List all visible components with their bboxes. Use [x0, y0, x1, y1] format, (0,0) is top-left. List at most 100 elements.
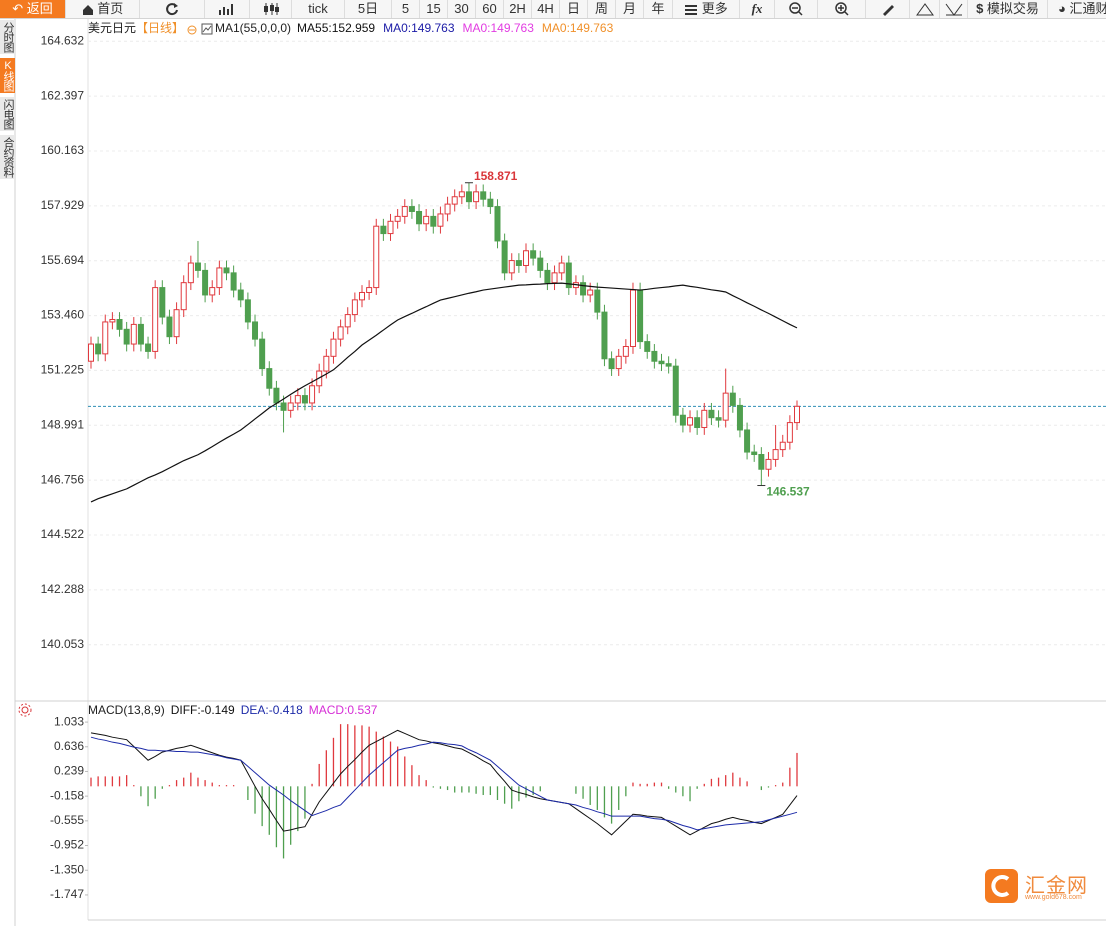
period-button[interactable]: 30 [448, 0, 476, 18]
candle-body [423, 215, 430, 225]
candle-button[interactable] [250, 0, 292, 18]
high-label: 158.871 [474, 169, 518, 183]
period-button[interactable]: tick [292, 0, 345, 18]
home-label: 首页 [97, 1, 124, 16]
candle-body [558, 262, 565, 274]
candle-body [473, 191, 480, 203]
candle-body [387, 220, 394, 235]
period-button[interactable]: 15 [420, 0, 448, 18]
sidebar-tab[interactable]: K线图 [0, 58, 15, 93]
candle-body [309, 385, 316, 404]
candle-body [137, 323, 144, 345]
watermark: 汇金网 www.gold678.com [985, 869, 1100, 905]
period-button[interactable]: 日 [560, 0, 588, 18]
candle-body [173, 309, 180, 338]
y-tick-label: 164.632 [41, 33, 85, 47]
candle-body [601, 311, 608, 360]
y-tick-label: 153.460 [41, 308, 85, 322]
period-button[interactable]: 年 [644, 0, 673, 18]
candle-body [287, 402, 294, 411]
candle-body [637, 289, 644, 343]
zoom-out-button[interactable] [775, 0, 818, 18]
period-button[interactable]: 60 [476, 0, 504, 18]
candle-body [501, 240, 508, 274]
y-tick-label: -1.747 [50, 887, 84, 901]
candle-body [772, 449, 779, 460]
candle-body [729, 392, 736, 406]
period-button[interactable]: 周 [588, 0, 616, 18]
period-button[interactable]: 月 [616, 0, 644, 18]
toolbar: ↶ 返回 首页 tick 5日 5 15 30 60 2H 4H 日周月年 更多 fx $ 模拟… [0, 0, 1106, 19]
back-button[interactable]: ↶ 返回 [0, 0, 66, 18]
candle-body [715, 417, 722, 421]
y-tick-label: 140.053 [41, 637, 85, 651]
candle-body [608, 358, 615, 370]
candle-body [294, 395, 301, 404]
legend-entry: MA55:152.959 [297, 21, 375, 35]
candle-body [109, 318, 116, 323]
watermark-logo [985, 869, 1018, 903]
settings-icon[interactable] [18, 703, 32, 717]
macd-line [90, 736, 798, 831]
sidebar-tab[interactable]: 闪电图 [0, 97, 15, 131]
candle-body [779, 441, 786, 451]
candle-body [694, 417, 701, 429]
candle-body [358, 291, 365, 301]
ma-line [90, 282, 798, 503]
draw-button[interactable] [866, 0, 910, 18]
indicator-icon[interactable] [201, 23, 213, 35]
candle-body [337, 326, 344, 340]
candle-body [401, 206, 408, 217]
back-label: 返回 [26, 1, 53, 16]
refresh-button[interactable] [140, 0, 205, 18]
candle-body [430, 215, 437, 227]
candle-body [152, 287, 159, 352]
candle-body [194, 262, 201, 271]
plot: 164.632 162.397 160.163 157.929 155.694 153.4… [41, 21, 1106, 901]
triangle-down-button[interactable] [940, 0, 968, 18]
y-tick-label: -0.952 [50, 838, 84, 852]
indicator-icon [202, 25, 212, 33]
candle-body [223, 267, 230, 274]
period-button[interactable]: 4H [532, 0, 560, 18]
period-button[interactable]: 5日 [345, 0, 392, 18]
home-button[interactable]: 首页 [66, 0, 140, 18]
y-tick-label: 1.033 [54, 714, 84, 728]
brand-label: 汇通财 [1069, 1, 1106, 16]
candle-body [794, 405, 800, 424]
simulate-label: 模拟交易 [986, 1, 1039, 16]
candle-body [259, 338, 266, 370]
candle-body [252, 321, 259, 340]
brand-button[interactable]: ◕ 汇通财 [1048, 0, 1106, 18]
triangle-up-button[interactable] [910, 0, 940, 18]
macd-line [90, 729, 798, 836]
low-label: 146.537 [766, 485, 810, 499]
zoom-in-button[interactable] [818, 0, 866, 18]
sidebar-tab[interactable]: 分时图 [0, 20, 15, 54]
candle-body [658, 360, 665, 365]
y-tick-label: 155.694 [41, 253, 85, 267]
y-tick-label: 0.239 [54, 764, 84, 778]
candle-body [180, 282, 187, 311]
candle-body [373, 225, 380, 289]
period-icon[interactable] [187, 25, 197, 35]
candle-body [615, 355, 622, 370]
candle-body [451, 196, 458, 205]
candle-body [394, 215, 401, 222]
sidebar-tab[interactable]: 合约资料 [0, 135, 15, 179]
indicator-header: MA1(55,0,0,0) MA55:152.959 MA0:149.763 MA0:… [215, 21, 614, 35]
chart-type-button[interactable] [205, 0, 250, 18]
period-button[interactable]: 2H [504, 0, 532, 18]
chart-header: 美元日元【日线】 [88, 21, 184, 35]
candle-body [202, 269, 209, 296]
more-button[interactable]: 更多 [673, 0, 740, 18]
period-button[interactable]: 5 [392, 0, 420, 18]
chart-title: 美元日元 [88, 21, 136, 35]
fx-button[interactable]: fx [740, 0, 775, 18]
candle-body [102, 321, 109, 355]
simulate-button[interactable]: $ 模拟交易 [968, 0, 1048, 18]
candle-body [544, 269, 551, 284]
candle-body [480, 191, 487, 200]
